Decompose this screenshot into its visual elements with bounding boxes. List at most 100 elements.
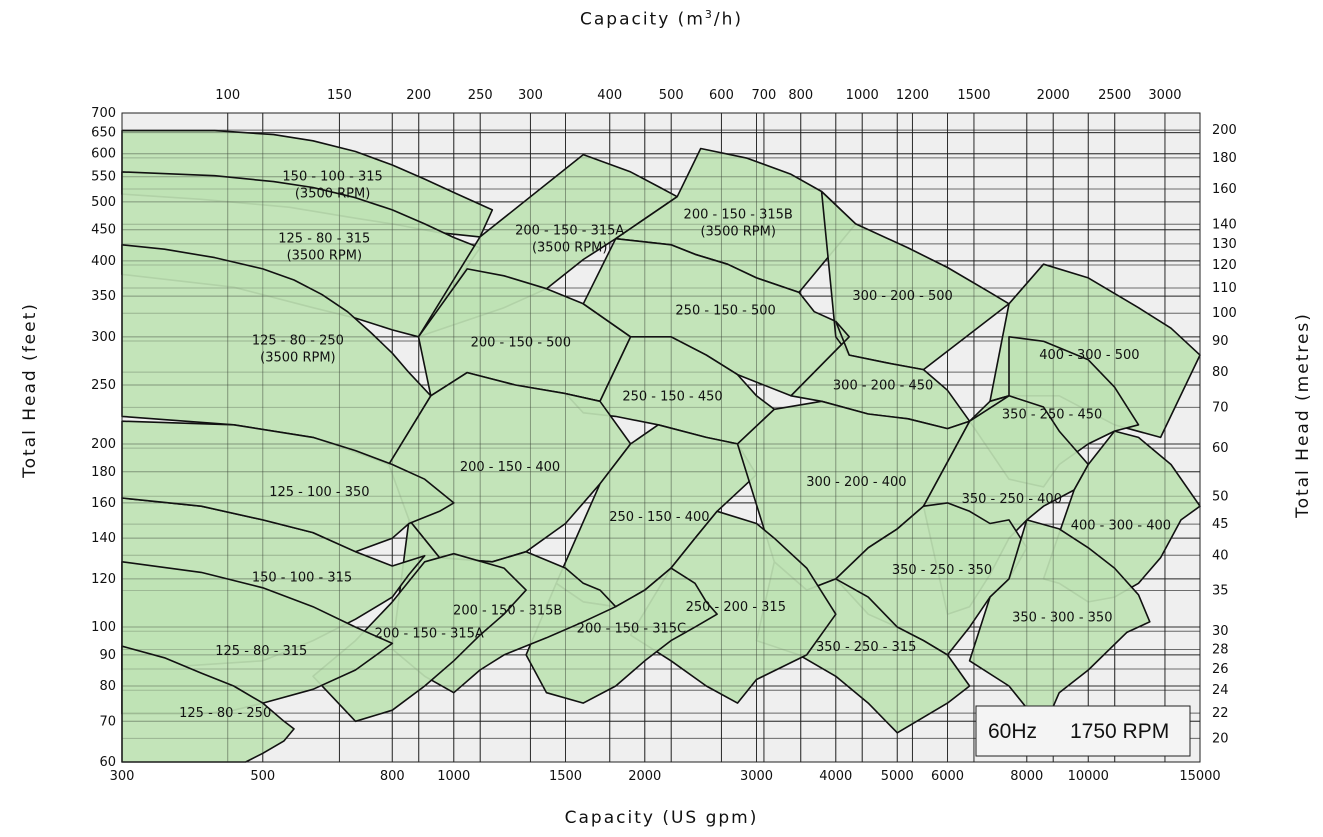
tick-label-x-top: 300 bbox=[518, 88, 543, 103]
axis-ticks: 300 500 800 1000 1500 2000 3000 4000 5000 6000 800… bbox=[91, 88, 1237, 784]
tick-label-y-right: 80 bbox=[1212, 365, 1229, 380]
tick-label-y-right: 90 bbox=[1212, 334, 1229, 349]
frequency-label: 60Hz bbox=[988, 720, 1037, 743]
tick-label-y-left: 70 bbox=[99, 714, 116, 729]
tick-label-y-left: 140 bbox=[91, 531, 116, 546]
pump-region bbox=[121, 420, 455, 553]
tick-label-x-bottom: 300 bbox=[110, 769, 135, 784]
tick-label-x-top: 1000 bbox=[846, 88, 879, 103]
region-label: 150 - 100 - 315 bbox=[282, 170, 382, 185]
region-label: (3500 RPM) bbox=[295, 187, 370, 202]
region-label: (3500 RPM) bbox=[532, 240, 607, 255]
tick-label-y-left: 350 bbox=[91, 289, 116, 304]
tick-label-y-left: 160 bbox=[91, 496, 116, 511]
tick-label-x-top: 1200 bbox=[896, 88, 929, 103]
pump-region bbox=[312, 552, 527, 723]
tick-label-y-right: 70 bbox=[1212, 400, 1229, 415]
tick-label-y-right: 28 bbox=[1212, 642, 1229, 657]
region-label: 200 - 150 - 500 bbox=[471, 336, 571, 351]
rpm-label: 1750 RPM bbox=[1070, 720, 1169, 743]
pump-region bbox=[564, 336, 776, 445]
plot-frame bbox=[121, 112, 1201, 763]
region-label: 250 - 150 - 400 bbox=[609, 510, 709, 525]
tick-label-y-left: 120 bbox=[91, 572, 116, 587]
tick-label-y-right: 30 bbox=[1212, 624, 1229, 639]
region-label: 250 - 150 - 450 bbox=[622, 389, 722, 404]
region-label: (3500 RPM) bbox=[287, 248, 362, 263]
speed-note-box bbox=[975, 705, 1191, 757]
tick-label-x-bottom: 3000 bbox=[740, 769, 773, 784]
tick-label-y-left: 400 bbox=[91, 254, 116, 269]
tick-label-y-right: 140 bbox=[1212, 217, 1237, 232]
region-label: 350 - 250 - 400 bbox=[962, 492, 1062, 507]
region-labels: 150 - 100 - 315 (3500 RPM) 125 - 80 - 315 (… bbox=[179, 170, 1171, 722]
region-label: 300 - 200 - 450 bbox=[833, 379, 933, 394]
tick-label-y-right: 35 bbox=[1212, 584, 1229, 599]
tick-label-y-left: 60 bbox=[99, 755, 116, 770]
x-axis-title-bottom: Capacity (US gpm) bbox=[564, 808, 759, 828]
region-label: 125 - 100 - 350 bbox=[269, 485, 369, 500]
tick-label-y-right: 22 bbox=[1212, 706, 1229, 721]
tick-label-y-left: 300 bbox=[91, 330, 116, 345]
tick-label-y-right: 180 bbox=[1212, 151, 1237, 166]
tick-label-y-right: 26 bbox=[1212, 662, 1229, 677]
tick-label-x-top: 250 bbox=[468, 88, 493, 103]
tick-label-x-top: 700 bbox=[752, 88, 777, 103]
tick-label-y-right: 40 bbox=[1212, 548, 1229, 563]
tick-label-y-left: 450 bbox=[91, 223, 116, 238]
tick-label-y-left: 650 bbox=[91, 126, 116, 141]
region-label: 300 - 200 - 500 bbox=[852, 289, 952, 304]
tick-label-y-left: 550 bbox=[91, 170, 116, 185]
region-label: 350 - 250 - 450 bbox=[1002, 407, 1102, 422]
region-label: 200 - 150 - 400 bbox=[460, 460, 560, 475]
tick-label-y-right: 100 bbox=[1212, 306, 1237, 321]
region-label: 250 - 150 - 500 bbox=[675, 304, 775, 319]
tick-label-x-top: 100 bbox=[215, 88, 240, 103]
tick-label-x-bottom: 10000 bbox=[1068, 769, 1109, 784]
region-label: 350 - 250 - 350 bbox=[892, 563, 992, 578]
region-label: 400 - 300 - 500 bbox=[1039, 348, 1139, 363]
region-label: 200 - 150 - 315C bbox=[577, 622, 686, 637]
tick-label-y-right: 50 bbox=[1212, 489, 1229, 504]
tick-label-y-right: 160 bbox=[1212, 182, 1237, 197]
region-label: (3500 RPM) bbox=[260, 350, 335, 365]
region-label: 125 - 80 - 250 bbox=[179, 706, 271, 721]
tick-label-y-right: 60 bbox=[1212, 441, 1229, 456]
tick-label-y-left: 600 bbox=[91, 147, 116, 162]
tick-label-x-bottom: 800 bbox=[380, 769, 405, 784]
tick-label-y-left: 100 bbox=[91, 620, 116, 635]
tick-label-x-top: 1500 bbox=[957, 88, 990, 103]
region-label: 125 - 80 - 315 bbox=[278, 231, 370, 246]
tick-label-y-right: 130 bbox=[1212, 237, 1237, 252]
speed-note: 60Hz 1750 RPM bbox=[975, 705, 1191, 757]
tick-label-x-bottom: 15000 bbox=[1179, 769, 1220, 784]
tick-label-x-bottom: 2000 bbox=[628, 769, 661, 784]
tick-label-x-bottom: 8000 bbox=[1010, 769, 1043, 784]
region-label: 300 - 200 - 400 bbox=[806, 475, 906, 490]
tick-label-x-bottom: 1000 bbox=[437, 769, 470, 784]
tick-label-y-left: 90 bbox=[99, 648, 116, 663]
tick-label-y-left: 250 bbox=[91, 378, 116, 393]
region-label: 125 - 80 - 250 bbox=[252, 333, 344, 348]
tick-label-x-bottom: 6000 bbox=[931, 769, 964, 784]
region-label: 200 - 150 - 315B bbox=[453, 604, 562, 619]
tick-label-x-bottom: 5000 bbox=[881, 769, 914, 784]
region-label: 200 - 150 - 315B bbox=[684, 208, 793, 223]
tick-label-x-top: 2500 bbox=[1098, 88, 1131, 103]
tick-label-y-right: 20 bbox=[1212, 731, 1229, 746]
tick-label-y-left: 80 bbox=[99, 679, 116, 694]
tick-label-y-right: 120 bbox=[1212, 258, 1237, 273]
region-label: 400 - 300 - 400 bbox=[1071, 518, 1171, 533]
region-label: 250 - 200 - 315 bbox=[686, 600, 786, 615]
pump-region bbox=[629, 510, 837, 704]
tick-label-y-right: 45 bbox=[1212, 517, 1229, 532]
tick-label-y-left: 180 bbox=[91, 465, 116, 480]
tick-label-x-bottom: 4000 bbox=[819, 769, 852, 784]
tick-label-x-bottom: 1500 bbox=[549, 769, 582, 784]
tick-label-x-top: 500 bbox=[659, 88, 684, 103]
region-label: (3500 RPM) bbox=[700, 225, 775, 240]
tick-label-x-top: 2000 bbox=[1037, 88, 1070, 103]
region-label: 125 - 80 - 315 bbox=[215, 644, 307, 659]
pump-regions bbox=[121, 129, 1201, 763]
